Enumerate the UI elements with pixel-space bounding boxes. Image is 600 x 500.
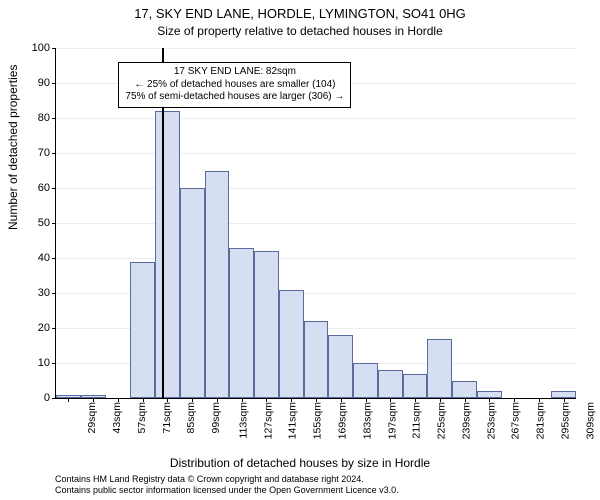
ytick-label: 100	[32, 42, 56, 54]
info-box-line: 75% of semi-detached houses are larger (…	[125, 91, 344, 104]
histogram-bar	[155, 111, 180, 398]
xtick-mark	[366, 398, 367, 402]
ytick-label: 60	[38, 182, 56, 194]
xtick-label: 295sqm	[558, 402, 572, 439]
xtick-label: 197sqm	[384, 402, 398, 439]
xtick-mark	[93, 398, 94, 402]
histogram-bar	[229, 248, 254, 399]
histogram-bar	[452, 381, 477, 399]
xtick-mark	[192, 398, 193, 402]
xtick-mark	[143, 398, 144, 402]
xtick-mark	[291, 398, 292, 402]
ytick-label: 70	[38, 147, 56, 159]
xtick-label: 29sqm	[84, 402, 98, 434]
histogram-bar	[254, 251, 279, 398]
ytick-label: 20	[38, 322, 56, 334]
histogram-bar	[304, 321, 329, 398]
xtick-label: 127sqm	[260, 402, 274, 439]
xtick-mark	[390, 398, 391, 402]
ytick-label: 50	[38, 217, 56, 229]
xtick-mark	[514, 398, 515, 402]
xtick-label: 267sqm	[508, 402, 522, 439]
histogram-bar	[403, 374, 428, 399]
chart-container: 17, SKY END LANE, HORDLE, LYMINGTON, SO4…	[0, 0, 600, 500]
ytick-label: 80	[38, 112, 56, 124]
info-box-line: ← 25% of detached houses are smaller (10…	[125, 79, 344, 92]
xtick-label: 113sqm	[235, 402, 249, 439]
ytick-label: 90	[38, 77, 56, 89]
xtick-mark	[539, 398, 540, 402]
xtick-mark	[415, 398, 416, 402]
y-axis-label: Number of detached properties	[6, 65, 20, 230]
histogram-bar	[378, 370, 403, 398]
xtick-label: 211sqm	[409, 402, 423, 439]
xtick-mark	[316, 398, 317, 402]
ytick-label: 30	[38, 287, 56, 299]
info-box-line: 17 SKY END LANE: 82sqm	[125, 66, 344, 79]
histogram-bar	[551, 391, 576, 398]
xtick-mark	[68, 398, 69, 402]
xtick-mark	[118, 398, 119, 402]
ytick-label: 0	[44, 392, 56, 404]
xtick-label: 43sqm	[109, 402, 123, 434]
gridline	[56, 188, 576, 189]
xtick-label: 99sqm	[208, 402, 222, 434]
xtick-label: 141sqm	[285, 402, 299, 439]
ytick-label: 10	[38, 357, 56, 369]
xtick-label: 85sqm	[183, 402, 197, 434]
xtick-label: 155sqm	[310, 402, 324, 439]
ytick-label: 40	[38, 252, 56, 264]
xtick-label: 71sqm	[158, 402, 172, 434]
chart-subtitle: Size of property relative to detached ho…	[0, 24, 600, 38]
gridline	[56, 153, 576, 154]
histogram-bar	[130, 262, 155, 399]
xtick-label: 169sqm	[335, 402, 349, 439]
histogram-bar	[477, 391, 502, 398]
footer-line: Contains HM Land Registry data © Crown c…	[55, 474, 399, 485]
gridline	[56, 258, 576, 259]
xtick-mark	[440, 398, 441, 402]
histogram-bar	[427, 339, 452, 399]
xtick-mark	[465, 398, 466, 402]
xtick-mark	[242, 398, 243, 402]
xtick-mark	[266, 398, 267, 402]
footer-attribution: Contains HM Land Registry data © Crown c…	[55, 474, 399, 496]
chart-title: 17, SKY END LANE, HORDLE, LYMINGTON, SO4…	[0, 6, 600, 21]
xtick-label: 309sqm	[582, 402, 596, 439]
xtick-label: 253sqm	[483, 402, 497, 439]
histogram-bar	[180, 188, 205, 398]
plot-area: 010203040506070809010029sqm43sqm57sqm71s…	[55, 48, 576, 399]
histogram-bar	[353, 363, 378, 398]
xtick-mark	[564, 398, 565, 402]
xtick-label: 183sqm	[359, 402, 373, 439]
gridline	[56, 48, 576, 49]
x-axis-label: Distribution of detached houses by size …	[0, 456, 600, 470]
histogram-bar	[279, 290, 304, 399]
histogram-bar	[205, 171, 230, 399]
gridline	[56, 118, 576, 119]
xtick-mark	[217, 398, 218, 402]
xtick-label: 239sqm	[458, 402, 472, 439]
xtick-label: 225sqm	[434, 402, 448, 439]
footer-line: Contains public sector information licen…	[55, 485, 399, 496]
histogram-bar	[328, 335, 353, 398]
xtick-label: 281sqm	[533, 402, 547, 439]
xtick-mark	[489, 398, 490, 402]
xtick-label: 57sqm	[134, 402, 148, 434]
gridline	[56, 223, 576, 224]
xtick-mark	[341, 398, 342, 402]
xtick-mark	[167, 398, 168, 402]
info-box: 17 SKY END LANE: 82sqm← 25% of detached …	[118, 62, 351, 108]
